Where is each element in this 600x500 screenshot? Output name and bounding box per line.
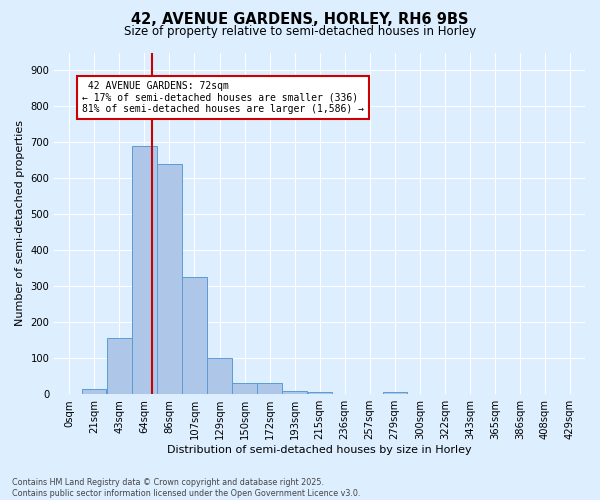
Bar xyxy=(232,384,257,394)
Bar xyxy=(208,358,232,394)
Y-axis label: Number of semi-detached properties: Number of semi-detached properties xyxy=(15,120,25,326)
Bar xyxy=(132,146,157,394)
X-axis label: Distribution of semi-detached houses by size in Horley: Distribution of semi-detached houses by … xyxy=(167,445,472,455)
Bar xyxy=(308,392,332,394)
Text: 42 AVENUE GARDENS: 72sqm
← 17% of semi-detached houses are smaller (336)
81% of : 42 AVENUE GARDENS: 72sqm ← 17% of semi-d… xyxy=(82,82,364,114)
Bar xyxy=(157,164,182,394)
Text: Size of property relative to semi-detached houses in Horley: Size of property relative to semi-detach… xyxy=(124,25,476,38)
Bar xyxy=(283,390,307,394)
Text: 42, AVENUE GARDENS, HORLEY, RH6 9BS: 42, AVENUE GARDENS, HORLEY, RH6 9BS xyxy=(131,12,469,28)
Bar xyxy=(107,338,131,394)
Bar xyxy=(82,389,106,394)
Text: Contains HM Land Registry data © Crown copyright and database right 2025.
Contai: Contains HM Land Registry data © Crown c… xyxy=(12,478,361,498)
Bar xyxy=(257,384,282,394)
Bar xyxy=(182,278,206,394)
Bar xyxy=(383,392,407,394)
